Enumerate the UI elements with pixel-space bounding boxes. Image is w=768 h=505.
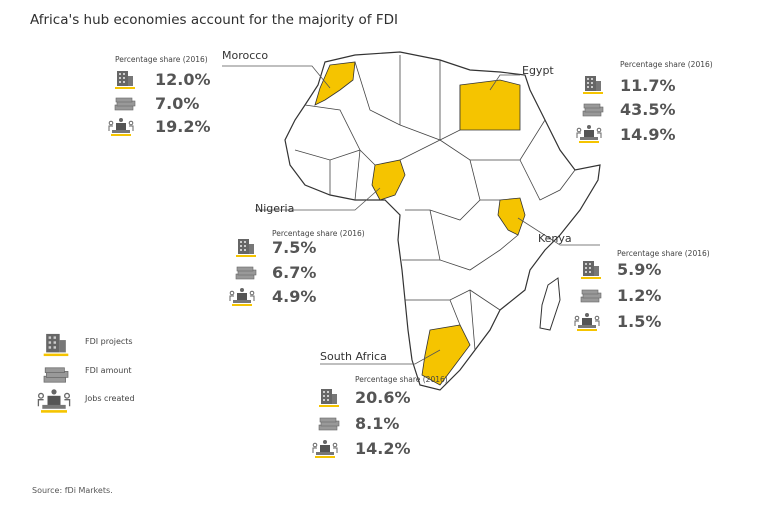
building-icon — [578, 260, 604, 280]
country-label-egypt: Egypt — [522, 64, 554, 77]
nigeria-fdi-projects: 7.5% — [272, 238, 317, 257]
morocco-highlight — [314, 61, 356, 106]
legend-label-fdi-projects: FDI projects — [85, 337, 133, 346]
jobs-icon — [229, 287, 255, 307]
panel-header-kenya: Percentage share (2016) — [617, 249, 710, 258]
south-africa-fdi-amount: 8.1% — [355, 414, 400, 433]
panel-header-nigeria: Percentage share (2016) — [272, 229, 365, 238]
nigeria-jobs-created: 4.9% — [272, 287, 317, 306]
jobs-icon — [36, 388, 72, 414]
legend-label-fdi-amount: FDI amount — [85, 366, 132, 375]
money-icon — [580, 100, 606, 120]
jobs-icon — [576, 124, 602, 144]
country-label-morocco: Morocco — [222, 49, 269, 62]
madagascar — [539, 277, 561, 331]
egypt-jobs-created: 14.9% — [620, 125, 676, 144]
building-icon — [316, 388, 342, 408]
panel-header-egypt: Percentage share (2016) — [620, 60, 713, 69]
jobs-icon — [108, 117, 134, 137]
building-icon — [233, 238, 259, 258]
country-borders — [294, 55, 576, 351]
money-icon — [233, 263, 259, 283]
panel-header-morocco: Percentage share (2016) — [115, 55, 208, 64]
money-icon — [316, 414, 342, 434]
country-label-south-africa: South Africa — [320, 350, 387, 363]
jobs-icon — [312, 439, 338, 459]
panel-header-south-africa: Percentage share (2016) — [355, 375, 448, 384]
money-icon — [578, 286, 604, 306]
legend-label-jobs-created: Jobs created — [85, 394, 135, 403]
page-title: Africa's hub economies account for the m… — [30, 12, 398, 28]
callout-lines — [222, 65, 600, 365]
country-label-nigeria: Nigeria — [255, 202, 295, 215]
kenya-highlight — [497, 197, 526, 236]
jobs-icon — [574, 312, 600, 332]
morocco-fdi-projects: 12.0% — [155, 70, 211, 89]
building-icon — [112, 70, 138, 90]
africa-outline — [284, 51, 601, 391]
morocco-fdi-amount: 7.0% — [155, 94, 200, 113]
kenya-fdi-projects: 5.9% — [617, 260, 662, 279]
morocco-jobs-created: 19.2% — [155, 117, 211, 136]
egypt-fdi-projects: 11.7% — [620, 76, 676, 95]
egypt-fdi-amount: 43.5% — [620, 100, 676, 119]
nigeria-highlight — [371, 159, 406, 201]
south-africa-fdi-projects: 20.6% — [355, 388, 411, 407]
building-icon — [40, 332, 72, 358]
money-icon — [40, 363, 72, 387]
money-icon — [112, 94, 138, 114]
south-africa-jobs-created: 14.2% — [355, 439, 411, 458]
egypt-highlight — [459, 79, 521, 131]
country-label-kenya: Kenya — [538, 232, 572, 245]
source-note: Source: fDi Markets. — [32, 486, 113, 495]
nigeria-fdi-amount: 6.7% — [272, 263, 317, 282]
building-icon — [580, 75, 606, 95]
kenya-fdi-amount: 1.2% — [617, 286, 662, 305]
kenya-jobs-created: 1.5% — [617, 312, 662, 331]
